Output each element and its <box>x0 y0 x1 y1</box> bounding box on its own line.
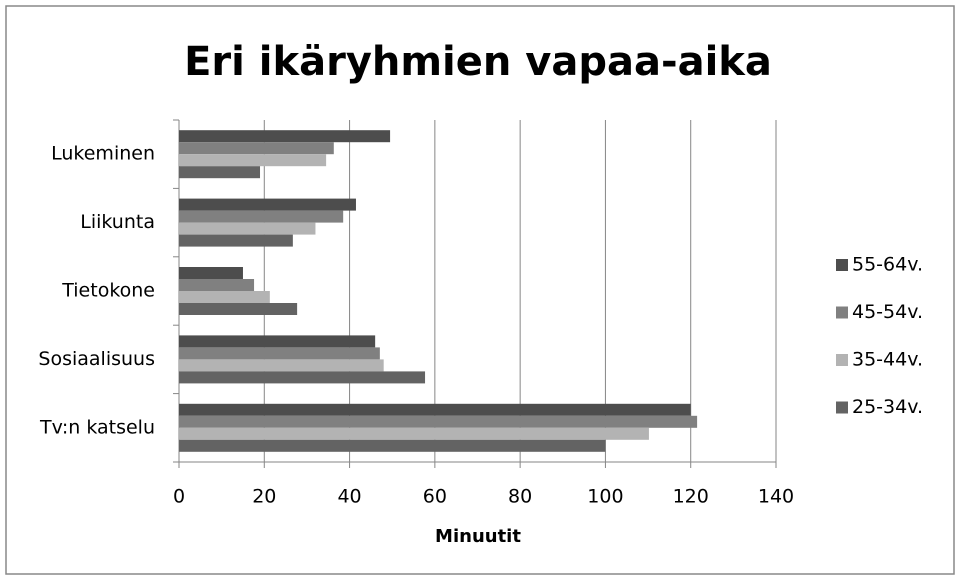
y-tick-label: Liikunta <box>80 211 155 233</box>
bar <box>179 234 293 247</box>
legend-label: 45-54v. <box>852 301 923 323</box>
x-tick-label: 100 <box>587 486 623 508</box>
bar <box>179 427 649 440</box>
bar <box>179 210 344 223</box>
legend-swatch <box>836 401 848 414</box>
bar <box>179 439 606 452</box>
x-tick-label: 20 <box>252 486 276 508</box>
chart-title: Eri ikäryhmien vapaa-aika <box>184 39 772 85</box>
x-axis-label: Minuutit <box>435 526 521 547</box>
legend-label: 55-64v. <box>852 254 923 276</box>
bar <box>179 403 691 416</box>
legend-label: 25-34v. <box>852 396 923 418</box>
bar <box>179 279 255 291</box>
bar <box>179 142 334 155</box>
x-tick-label: 0 <box>173 486 185 508</box>
x-tick-label: 40 <box>337 486 361 508</box>
bar <box>179 267 243 279</box>
x-tick-label: 60 <box>423 486 447 508</box>
bar <box>179 335 376 348</box>
legend-swatch <box>836 259 848 271</box>
bar <box>179 130 391 143</box>
bar <box>179 154 327 167</box>
x-tick-label: 140 <box>758 486 794 508</box>
bar <box>179 371 426 384</box>
x-tick-label: 120 <box>673 486 709 508</box>
y-tick-label: Lukeminen <box>51 143 155 165</box>
chart-frame <box>5 5 955 575</box>
y-tick-label: Tietokone <box>61 280 155 302</box>
bar <box>179 291 270 303</box>
x-tick-label: 80 <box>508 486 532 508</box>
bar <box>179 415 698 428</box>
legend-swatch <box>836 306 848 319</box>
bar <box>179 222 316 235</box>
legend-label: 35-44v. <box>852 349 923 371</box>
bar <box>179 347 380 360</box>
legend-swatch <box>836 354 848 366</box>
bar <box>179 359 384 372</box>
y-tick-label: Tv:n katselu <box>39 416 155 438</box>
bar <box>179 166 261 179</box>
bar <box>179 303 298 315</box>
y-tick-label: Sosiaalisuus <box>38 348 155 370</box>
bar <box>179 198 356 211</box>
